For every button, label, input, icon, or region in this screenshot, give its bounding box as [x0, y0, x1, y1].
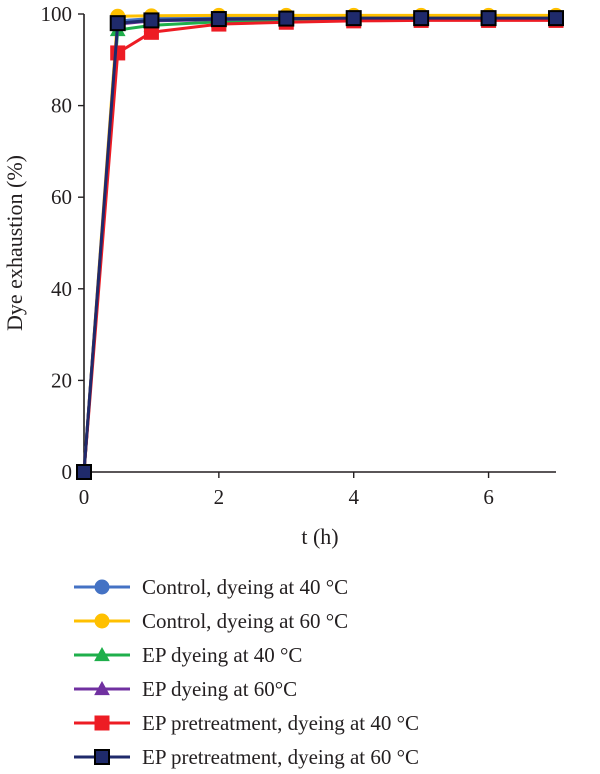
legend-marker — [94, 749, 110, 765]
legend-label: Control, dyeing at 40 °C — [142, 574, 349, 599]
series-layer — [76, 7, 564, 480]
legend-marker — [94, 646, 110, 662]
series-2 — [76, 7, 564, 480]
legend-swatch — [74, 646, 130, 662]
series-line — [82, 15, 556, 473]
legend-marker — [94, 579, 110, 595]
legend-swatch — [74, 613, 130, 629]
y-tick-label: 40 — [51, 277, 72, 301]
legend-swatch — [74, 579, 130, 595]
legend-label: EP pretreatment, dyeing at 40 °C — [142, 710, 420, 735]
series-line — [82, 13, 556, 473]
data-point — [110, 45, 126, 61]
legend-label: EP pretreatment, dyeing at 60 °C — [142, 744, 420, 769]
legend-item: EP dyeing at 60°C — [72, 672, 592, 706]
legend-swatch — [74, 715, 130, 731]
legend-marker — [94, 680, 110, 696]
legend-label: EP dyeing at 60°C — [142, 676, 298, 701]
legend-label: EP dyeing at 40 °C — [142, 642, 303, 667]
legend-item: Control, dyeing at 40 °C — [72, 570, 592, 604]
data-point — [413, 10, 430, 27]
data-point — [278, 10, 295, 27]
y-tick-label: 80 — [51, 94, 72, 118]
axes: 0 20 40 60 80 100 0 2 4 6 — [41, 2, 556, 509]
series-line — [82, 17, 556, 473]
legend: Control, dyeing at 40 °C Control, dyeing … — [72, 570, 592, 774]
y-tick-label: 60 — [51, 185, 72, 209]
data-point — [548, 10, 564, 27]
y-axis-title: Dye exhaustion (%) — [2, 155, 27, 331]
legend-marker — [94, 613, 110, 629]
x-tick-label: 6 — [483, 485, 494, 509]
x-tick-label: 0 — [79, 485, 90, 509]
series-5 — [76, 12, 564, 480]
series-line — [82, 18, 556, 473]
x-axis-title: t (h) — [301, 524, 338, 549]
legend-item: EP pretreatment, dyeing at 60 °C — [72, 740, 592, 774]
x-tick-label: 2 — [214, 485, 225, 509]
y-tick-label: 100 — [41, 2, 73, 26]
x-tick-label: 4 — [348, 485, 359, 509]
series-4 — [76, 10, 564, 479]
y-tick-label: 20 — [51, 368, 72, 392]
legend-item: EP pretreatment, dyeing at 40 °C — [72, 706, 592, 740]
series-1 — [76, 9, 564, 480]
series-3 — [76, 10, 564, 479]
data-point — [345, 10, 362, 27]
legend-item: EP dyeing at 40 °C — [72, 638, 592, 672]
data-point — [210, 11, 227, 28]
y-tick-label: 0 — [62, 460, 73, 484]
legend-swatch — [74, 680, 130, 696]
series-line — [82, 17, 556, 473]
series-6 — [76, 10, 564, 480]
dye-exhaustion-chart: 0 20 40 60 80 100 0 2 4 6 t (h) Dye exhaustion (%… — [2, 2, 564, 549]
legend-swatch — [74, 749, 130, 765]
data-point — [480, 10, 497, 27]
legend-item: Control, dyeing at 60 °C — [72, 604, 592, 638]
data-point — [109, 15, 126, 32]
legend-label: Control, dyeing at 60 °C — [142, 608, 349, 633]
series-line — [82, 16, 556, 473]
data-point — [143, 12, 160, 29]
data-point — [76, 464, 92, 480]
legend-marker — [94, 715, 110, 731]
